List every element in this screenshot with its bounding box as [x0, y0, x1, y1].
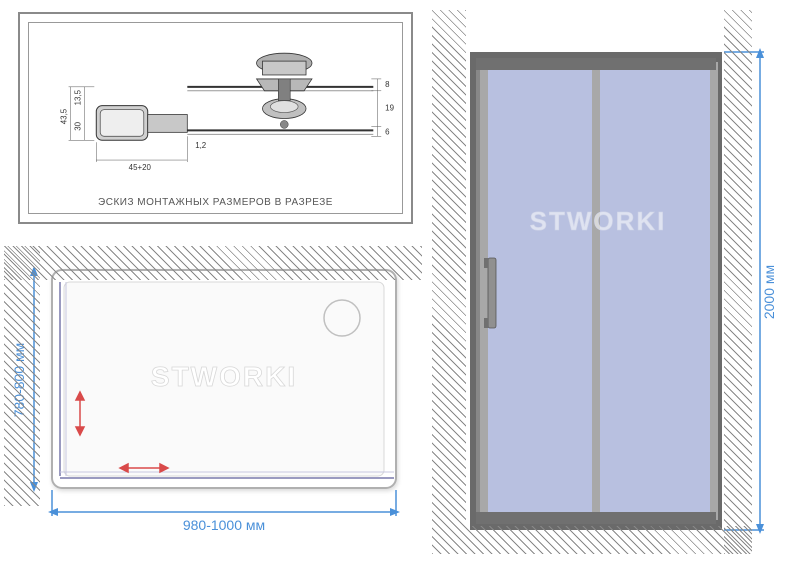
door-frame — [470, 52, 722, 530]
dim-43-5: 43,5 — [60, 108, 69, 124]
dim-12: 1,2 — [195, 141, 206, 150]
dim-6: 6 — [385, 127, 390, 136]
dim-13-5: 13,5 — [73, 89, 82, 105]
cross-section-caption: ЭСКИЗ МОНТАЖНЫХ РАЗМЕРОВ В РАЗРЕЗЕ — [20, 197, 411, 208]
svg-text:2000 мм: 2000 мм — [761, 265, 777, 319]
dim-30: 30 — [73, 121, 82, 130]
dim-45-20: 45+20 — [129, 163, 152, 172]
dim-19: 19 — [385, 104, 394, 113]
cross-section-panel: 43,5 30 13,5 45+20 1,2 8 19 — [18, 12, 413, 224]
watermark-tray: STWORKI — [151, 361, 297, 392]
dim-980-1000: 980-1000 мм — [183, 517, 265, 533]
cross-section-svg: 43,5 30 13,5 45+20 1,2 8 19 — [29, 23, 402, 213]
top-view-panel: STWORKI 780-800 мм 980-100 — [4, 246, 422, 566]
front-view-panel: STWORKI 2000 мм — [432, 10, 786, 566]
dim-8: 8 — [385, 80, 390, 89]
watermark-door: STWORKI — [530, 206, 667, 236]
